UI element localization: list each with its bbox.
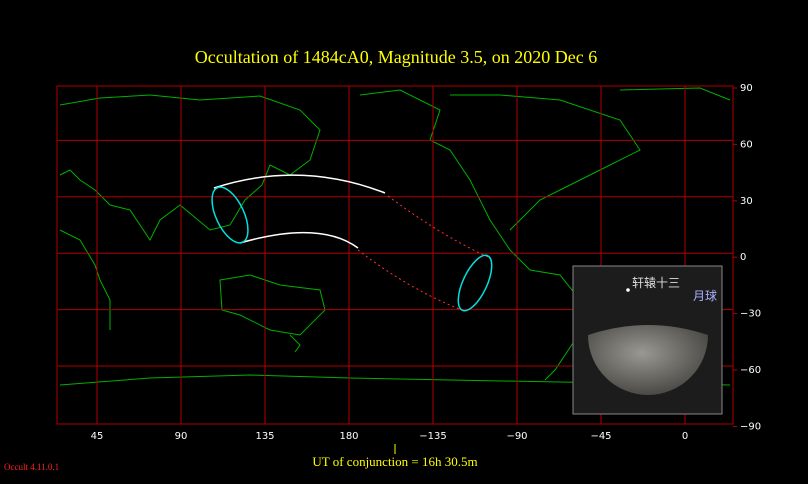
x-label: −90 bbox=[506, 431, 527, 442]
shadow-start bbox=[211, 186, 249, 244]
moon-label: 月球 bbox=[693, 289, 717, 303]
x-label: −135 bbox=[419, 431, 446, 442]
y-label: −90 bbox=[740, 421, 761, 432]
y-label: −60 bbox=[740, 365, 761, 376]
star bbox=[626, 288, 630, 292]
y-label: 60 bbox=[740, 139, 753, 150]
y-label: 90 bbox=[740, 83, 753, 94]
x-label: 180 bbox=[339, 431, 358, 442]
north-limit-night bbox=[387, 195, 491, 259]
x-label: 45 bbox=[91, 431, 104, 442]
shadow-end bbox=[457, 254, 493, 312]
moon bbox=[588, 325, 708, 395]
star-label: 轩辕十三 bbox=[632, 275, 680, 290]
south-limit bbox=[239, 231, 359, 249]
version: Occult 4.11.0.1 bbox=[4, 462, 59, 472]
north-limit bbox=[213, 174, 386, 194]
map-frame bbox=[56, 85, 734, 425]
x-label: 90 bbox=[175, 431, 188, 442]
conjunction-label: UT of conjunction = 16h 30.5m bbox=[312, 454, 477, 469]
y-label: −30 bbox=[740, 309, 761, 320]
grid bbox=[56, 85, 737, 427]
x-label: 0 bbox=[682, 431, 688, 442]
inset: 轩辕十三 月球 bbox=[572, 265, 723, 415]
title: Occultation of 1484cA0, Magnitude 3.5, o… bbox=[195, 47, 597, 67]
x-label: 135 bbox=[255, 431, 274, 442]
south-limit-night bbox=[357, 249, 463, 311]
path-lines bbox=[211, 174, 493, 312]
y-label: 0 bbox=[740, 252, 746, 263]
x-label: −45 bbox=[590, 431, 611, 442]
y-label: 30 bbox=[740, 196, 753, 207]
